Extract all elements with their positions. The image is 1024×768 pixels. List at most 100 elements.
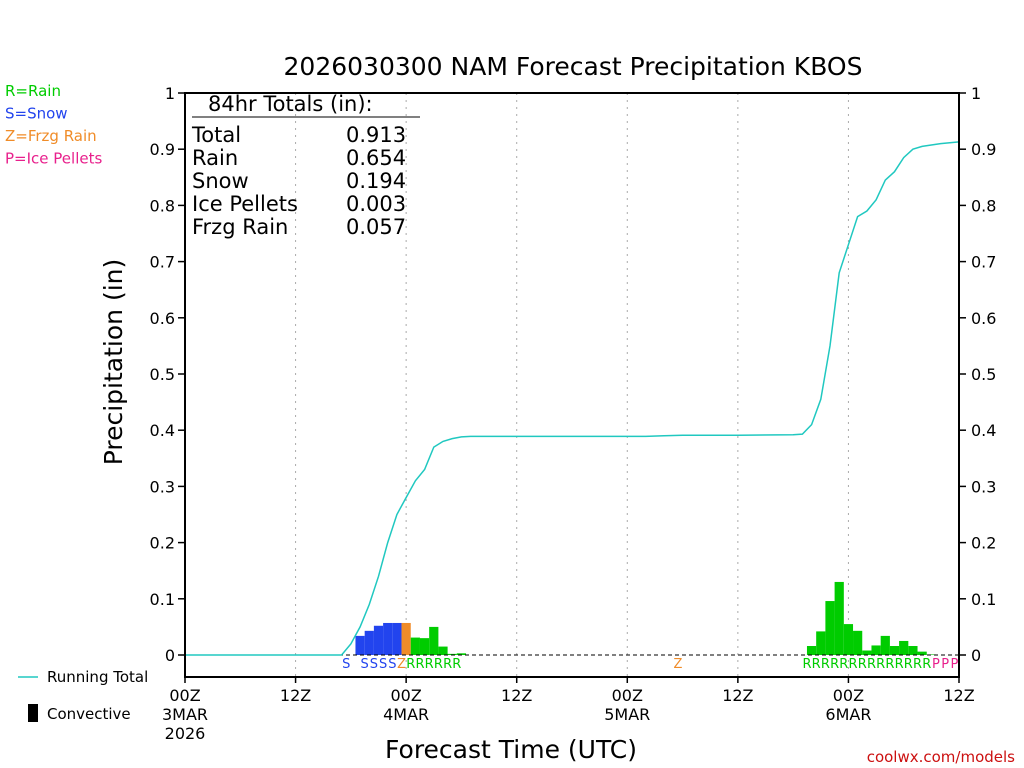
convective-legend: Convective	[47, 705, 131, 723]
ptype-letter: R	[406, 657, 415, 672]
ptype-letter: P	[941, 657, 949, 672]
ptype-legend-entry: R=Rain	[5, 82, 61, 100]
ptype-letter: R	[876, 657, 885, 672]
ptype-letter: Z	[674, 657, 683, 672]
ptype-letter: R	[443, 657, 452, 672]
x-date-label: 3MAR	[162, 705, 208, 724]
precip-bar	[862, 650, 872, 655]
precip-bar	[447, 653, 457, 655]
y-tick-label-right: 0.9	[971, 140, 996, 159]
x-axis-label: Forecast Time (UTC)	[385, 735, 637, 764]
totals-value: 0.057	[346, 215, 406, 239]
y-tick-label-right: 0.3	[971, 477, 996, 496]
precip-bar	[410, 637, 420, 655]
precip-bar	[401, 622, 411, 655]
ptype-letter: S	[361, 657, 369, 672]
ptype-letter: R	[802, 657, 811, 672]
totals-label: Snow	[192, 169, 249, 193]
plot-frame	[184, 92, 960, 678]
x-date-label: 5MAR	[604, 705, 650, 724]
ptype-legend-entry: P=Ice Pellets	[5, 150, 102, 168]
totals-box: 84hr Totals (in): Total 0.913 Rain 0.654 Sno…	[191, 92, 420, 239]
ptype-letter: R	[812, 657, 821, 672]
ptype-letter: R	[867, 657, 876, 672]
precip-bar	[917, 651, 927, 655]
y-tick-label-right: 0.5	[971, 365, 996, 384]
precip-bar	[816, 631, 826, 655]
precip-bar	[429, 626, 439, 655]
totals-label: Total	[191, 123, 241, 147]
y-tick-label-right: 0.1	[971, 590, 996, 609]
ptype-letter: S	[379, 657, 387, 672]
x-tick-label: 12Z	[501, 686, 532, 705]
precip-bar	[438, 646, 448, 655]
precip-bar	[853, 630, 863, 655]
y-axis-ticks: 0 0 0.1 0.1 0.2 0.2 0.3 0.3 0.4 0.4 0.5 0.5 0.6 0.6 0.…	[150, 84, 997, 665]
x-tick-label: 12Z	[280, 686, 311, 705]
ptype-letter: R	[849, 657, 858, 672]
totals-value: 0.654	[346, 146, 406, 170]
x-tick-label: 12Z	[943, 686, 974, 705]
chart-title: 2026030300 NAM Forecast Precipitation KB…	[284, 52, 863, 81]
ptype-letter: R	[858, 657, 867, 672]
ptype-letter: R	[885, 657, 894, 672]
ptype-letter: R	[452, 657, 461, 672]
precip-bar	[926, 654, 936, 655]
y-tick-label-right: 0.7	[971, 253, 996, 272]
ptype-letter: R	[821, 657, 830, 672]
running-total-line	[185, 141, 960, 656]
y-tick-label-left: 0.5	[150, 365, 175, 384]
precip-bar	[419, 638, 430, 655]
convective-swatch	[28, 704, 38, 722]
ptype-letter: R	[434, 657, 443, 672]
running-total-legend: Running Total	[47, 668, 148, 686]
ptype-letter: S	[370, 657, 378, 672]
y-tick-label-left: 0.6	[150, 309, 175, 328]
ptype-legend-entry: Z=Frzg Rain	[5, 127, 97, 145]
y-tick-label-right: 1	[971, 84, 981, 103]
y-tick-label-left: 0.8	[150, 196, 175, 215]
ptype-letter: R	[922, 657, 931, 672]
y-tick-label-left: 0.3	[150, 477, 175, 496]
ptype-letter: R	[830, 657, 839, 672]
y-tick-label-right: 0.8	[971, 196, 996, 215]
y-tick-label-left: 0.2	[150, 534, 175, 553]
x-tick-label: 00Z	[612, 686, 643, 705]
ptype-letter: R	[839, 657, 848, 672]
x-tick-label: 12Z	[722, 686, 753, 705]
x-year-label: 2026	[165, 724, 206, 743]
x-tick-label: 00Z	[169, 686, 200, 705]
precip-bar	[834, 581, 844, 655]
ptype-letter: S	[342, 657, 350, 672]
bar-series	[355, 581, 936, 655]
y-tick-label-left: 0.1	[150, 590, 175, 609]
precip-bar	[355, 635, 365, 655]
precip-bar	[908, 646, 918, 655]
y-tick-label-right: 0.6	[971, 309, 996, 328]
ptype-letter: R	[425, 657, 434, 672]
totals-label: Frzg Rain	[192, 215, 288, 239]
x-date-label: 4MAR	[383, 705, 429, 724]
y-axis-label: Precipitation (in)	[99, 259, 128, 466]
precip-bar	[843, 624, 854, 655]
credit-text: coolwx.com/models	[867, 748, 1015, 766]
y-tick-label-right: 0.4	[971, 421, 996, 440]
y-tick-label-left: 0.9	[150, 140, 175, 159]
totals-label: Ice Pellets	[192, 192, 298, 216]
x-date-label: 6MAR	[825, 705, 871, 724]
y-tick-label-left: 0.7	[150, 253, 175, 272]
ptype-letter: R	[913, 657, 922, 672]
y-tick-label-left: 0	[165, 646, 175, 665]
totals-value: 0.913	[346, 123, 406, 147]
ptype-letter: R	[904, 657, 913, 672]
precip-bar	[373, 625, 384, 655]
legend: Running Total Convective R=Rain S=Snow Z=F…	[5, 82, 148, 723]
precip-bar	[871, 645, 881, 655]
precip-bar	[889, 646, 900, 655]
precip-bar	[899, 640, 909, 655]
ptype-legend-entry: S=Snow	[5, 105, 68, 123]
y-tick-label-left: 0.4	[150, 421, 175, 440]
x-tick-label: 00Z	[390, 686, 421, 705]
